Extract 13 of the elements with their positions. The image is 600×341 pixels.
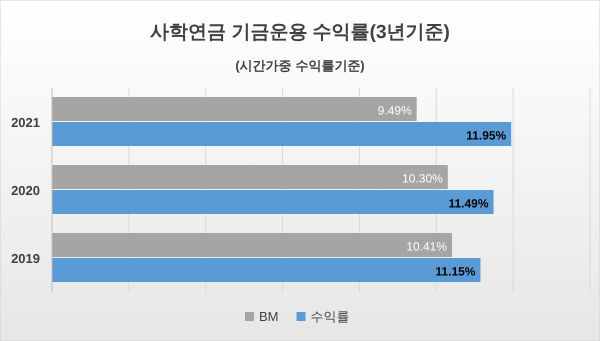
data-label: 10.41% <box>406 240 448 254</box>
y-tick-label: 2021 <box>11 115 40 130</box>
chart-subtitle: (시간가중 수익률기준) <box>235 58 365 73</box>
data-label: 11.49% <box>448 196 489 210</box>
data-label: 9.49% <box>378 104 412 118</box>
chart-title: 사학연금 기금운용 수익률(3년기준) <box>150 22 450 43</box>
legend-label: 수익률 <box>310 309 350 324</box>
legend-label: BM <box>259 309 278 324</box>
data-label: 11.15% <box>435 264 476 278</box>
data-label: 11.95% <box>466 128 507 142</box>
y-tick-label: 2019 <box>11 251 40 266</box>
data-label: 10.30% <box>402 172 444 186</box>
y-tick-label: 2020 <box>11 183 40 198</box>
